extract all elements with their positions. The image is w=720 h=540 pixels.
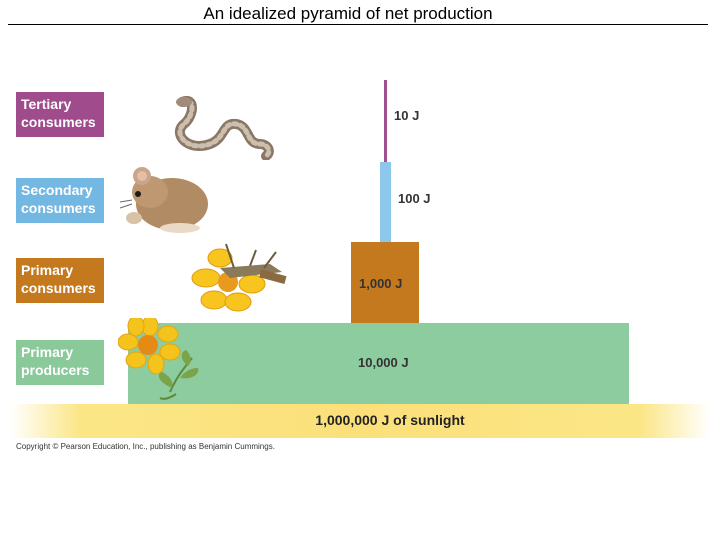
producers-bar <box>128 323 629 404</box>
tertiary-consumers-label: Tertiary consumers <box>16 92 104 137</box>
tertiary-consumers-bar <box>384 80 387 162</box>
primary-producers-label: Primary producers <box>16 340 104 385</box>
page-title: An idealized pyramid of net production <box>203 4 493 23</box>
mouse-icon <box>120 167 208 233</box>
sunlight-band <box>10 404 710 438</box>
sunlight-energy-value: 1,000,000 J of sunlight <box>315 412 465 428</box>
secondary-energy-value: 100 J <box>398 191 431 206</box>
primary-energy-value: 1,000 J <box>359 276 403 291</box>
flower-icon <box>118 318 199 400</box>
secondary-consumers-label: Secondary consumers <box>16 178 104 223</box>
title-divider <box>8 24 708 25</box>
secondary-consumers-bar <box>380 162 391 242</box>
copyright-notice: Copyright © Pearson Education, Inc., pub… <box>16 442 275 451</box>
tertiary-energy-value: 10 J <box>394 108 420 123</box>
snake-icon <box>174 96 274 160</box>
primary-consumers-label: Primary consumers <box>16 258 104 303</box>
producers-energy-value: 10,000 J <box>358 355 409 370</box>
grasshopper-icon <box>191 243 287 312</box>
primary-consumers-bar <box>351 242 419 323</box>
